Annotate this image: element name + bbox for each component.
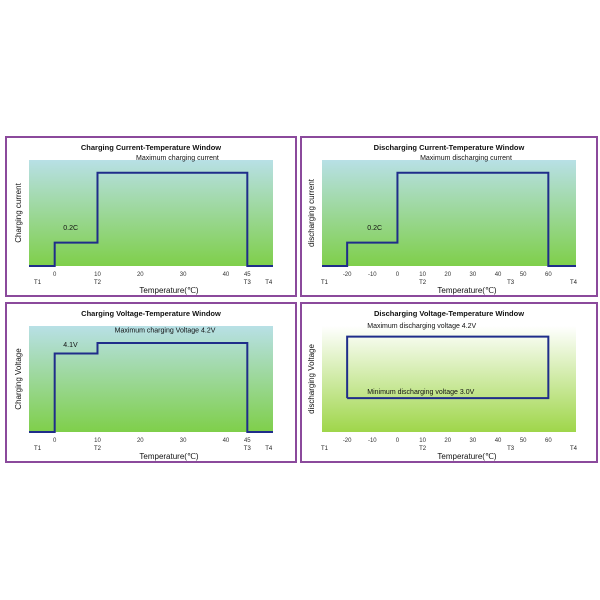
annotation-label: Maximum charging Voltage 4.2V	[115, 327, 216, 334]
annotation-label: 0.2C	[63, 225, 78, 232]
x-tick-label: 0	[53, 272, 57, 278]
x-tick-label: -10	[368, 438, 377, 444]
x-tick-label: 10	[94, 272, 101, 278]
x-axis-label: Temperature(℃)	[139, 452, 199, 461]
x-tick-label: 60	[545, 272, 552, 278]
chart-svg: Charging Voltage-Temperature Window Charg…	[14, 309, 273, 461]
x-tick-label: 20	[137, 272, 144, 278]
chart-panel-discharging-voltage: Discharging Voltage-Temperature Window di…	[300, 302, 598, 463]
plot-background	[29, 160, 273, 266]
chart-panel-discharging-current: Discharging Current-Temperature Window di…	[300, 136, 598, 297]
x-tick-label: 10	[419, 438, 426, 444]
chart-panel-charging-current: Charging Current-Temperature Window Charg…	[5, 136, 297, 297]
threshold-label: T4	[265, 446, 273, 452]
x-tick-label: -20	[343, 272, 352, 278]
x-axis-label: Temperature(℃)	[139, 286, 199, 295]
x-tick-label: 0	[396, 438, 400, 444]
chart-title: Discharging Current-Temperature Window	[374, 143, 525, 152]
threshold-label: T3	[244, 280, 252, 286]
threshold-label: T3	[507, 446, 515, 452]
x-tick-label: 20	[444, 438, 451, 444]
annotation-label: Minimum discharging voltage 3.0V	[367, 389, 474, 396]
threshold-label: T4	[570, 280, 578, 286]
x-tick-label: 30	[470, 438, 477, 444]
threshold-label: T2	[419, 446, 427, 452]
x-tick-label: 40	[223, 438, 230, 444]
x-tick-label: 0	[53, 438, 57, 444]
threshold-label: T1	[321, 446, 329, 452]
x-tick-label: 45	[244, 272, 251, 278]
annotation-label: Maximum discharging current	[420, 155, 512, 162]
y-axis-label: Charging current	[14, 182, 23, 242]
chart-panel-charging-voltage: Charging Voltage-Temperature Window Charg…	[5, 302, 297, 463]
x-tick-label: 30	[470, 272, 477, 278]
chart-svg: Discharging Current-Temperature Window di…	[307, 143, 578, 295]
x-axis-label: Temperature(℃)	[437, 286, 497, 295]
x-tick-label: 0	[396, 272, 400, 278]
x-tick-label: 40	[223, 272, 230, 278]
plot-background	[322, 326, 576, 432]
threshold-label: T1	[321, 280, 329, 286]
x-tick-label: 30	[180, 438, 187, 444]
x-tick-label: 20	[444, 272, 451, 278]
threshold-label: T4	[265, 280, 273, 286]
x-tick-label: 45	[244, 438, 251, 444]
x-tick-label: 20	[137, 438, 144, 444]
series-line	[29, 171, 273, 267]
chart-svg: Charging Current-Temperature Window Charg…	[14, 143, 273, 295]
x-tick-label: 30	[180, 272, 187, 278]
chart-title: Charging Current-Temperature Window	[81, 143, 221, 152]
x-tick-label: 60	[545, 438, 552, 444]
threshold-label: T2	[94, 280, 102, 286]
x-tick-label: 40	[495, 438, 502, 444]
threshold-label: T3	[507, 280, 515, 286]
x-tick-label: 10	[94, 438, 101, 444]
threshold-label: T2	[94, 446, 102, 452]
annotation-label: Maximum charging current	[136, 155, 219, 162]
series-line	[322, 171, 576, 267]
annotation-label: 4.1V	[63, 342, 78, 349]
threshold-label: T3	[244, 446, 252, 452]
threshold-label: T1	[34, 280, 42, 286]
x-tick-label: -10	[368, 272, 377, 278]
y-axis-label: discharging Voltage	[307, 344, 316, 414]
threshold-label: T4	[570, 446, 578, 452]
annotation-label: 0.2C	[367, 225, 382, 232]
threshold-label: T1	[34, 446, 42, 452]
threshold-label: T2	[419, 280, 427, 286]
series-line	[29, 341, 273, 433]
x-axis-label: Temperature(℃)	[437, 452, 497, 461]
x-tick-label: 50	[520, 272, 527, 278]
chart-title: Discharging Voltage-Temperature Window	[374, 309, 524, 318]
annotation-label: Maximum discharging voltage 4.2V	[367, 323, 476, 330]
chart-title: Charging Voltage-Temperature Window	[81, 309, 221, 318]
x-tick-label: -20	[343, 438, 352, 444]
chart-svg: Discharging Voltage-Temperature Window di…	[307, 309, 578, 461]
series-line	[346, 335, 550, 400]
y-axis-label: Charging Voltage	[14, 348, 23, 410]
x-tick-label: 50	[520, 438, 527, 444]
x-tick-label: 10	[419, 272, 426, 278]
x-tick-label: 40	[495, 272, 502, 278]
plot-background	[322, 160, 576, 266]
y-axis-label: discharging current	[307, 178, 316, 247]
